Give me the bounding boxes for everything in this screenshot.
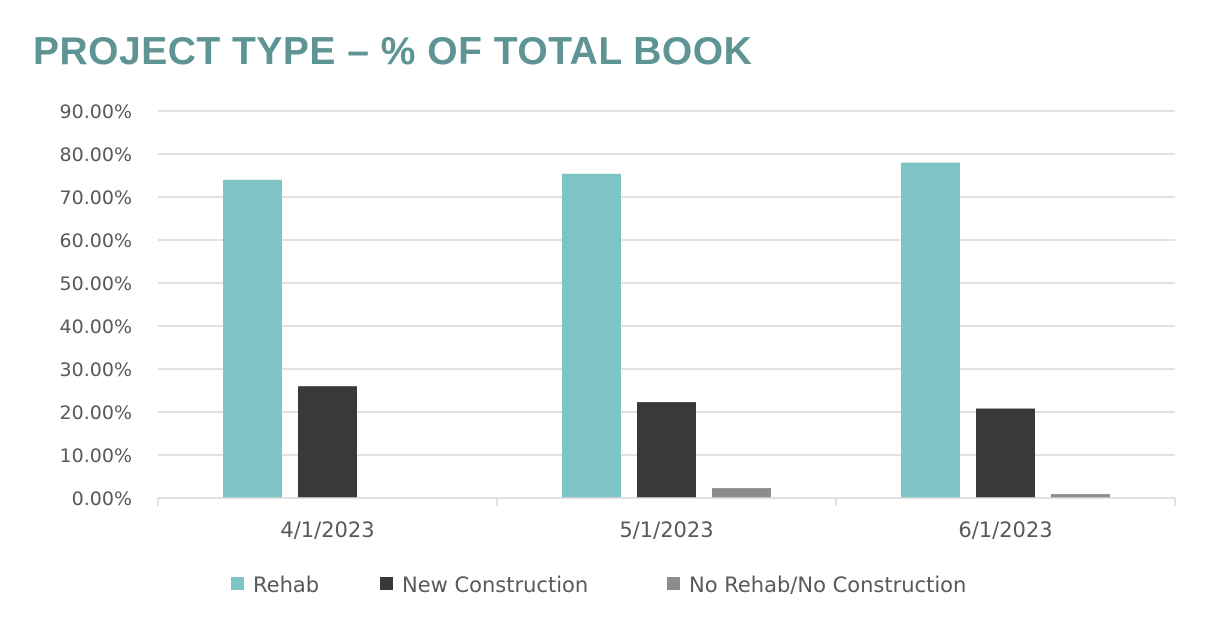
y-tick-label: 0.00% xyxy=(72,488,132,510)
chart-title: PROJECT TYPE – % OF TOTAL BOOK xyxy=(33,30,753,73)
legend: Rehab New Construction No Rehab/No Constru… xyxy=(231,573,966,597)
legend-swatch xyxy=(667,577,680,590)
y-tick-label: 40.00% xyxy=(60,316,132,338)
x-axis: 4/1/2023 5/1/2023 6/1/2023 xyxy=(157,497,1176,542)
y-tick-label: 20.00% xyxy=(60,402,132,424)
legend-label: New Construction xyxy=(402,573,588,597)
x-category-label: 6/1/2023 xyxy=(958,518,1052,542)
bar-new-construction xyxy=(976,408,1035,498)
bar-new-construction xyxy=(298,386,357,498)
legend-label: Rehab xyxy=(253,573,319,597)
y-tick-label: 30.00% xyxy=(60,359,132,381)
bar-rehab xyxy=(223,179,282,499)
legend-swatch xyxy=(231,577,244,590)
y-tick-label: 90.00% xyxy=(60,101,132,123)
bars xyxy=(223,162,1110,499)
bar-new-construction xyxy=(637,402,696,498)
bar-rehab xyxy=(562,173,621,498)
y-tick-label: 60.00% xyxy=(60,230,132,252)
y-tick-label: 70.00% xyxy=(60,187,132,209)
y-axis-tick-labels: 0.00% 10.00% 20.00% 30.00% 40.00% 50.00% 60.00… xyxy=(60,101,132,510)
y-tick-label: 80.00% xyxy=(60,144,132,166)
y-tick-label: 50.00% xyxy=(60,273,132,295)
x-category-label: 4/1/2023 xyxy=(280,518,374,542)
legend-swatch xyxy=(380,577,393,590)
y-tick-label: 10.00% xyxy=(60,445,132,467)
legend-label: No Rehab/No Construction xyxy=(689,573,966,597)
bar-no-rehab-no-construction xyxy=(1051,494,1110,498)
x-category-label: 5/1/2023 xyxy=(619,518,713,542)
bar-rehab xyxy=(901,162,960,498)
bar-no-rehab-no-construction xyxy=(712,488,771,498)
